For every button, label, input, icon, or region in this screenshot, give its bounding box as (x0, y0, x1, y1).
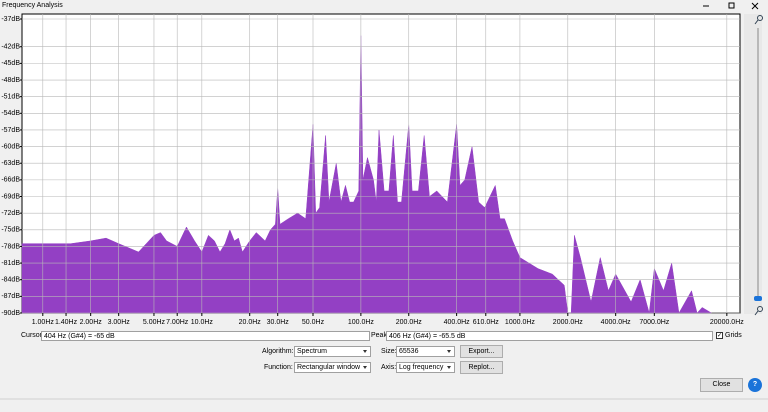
peak-field: 406 Hz (G#4) = -65.5 dB (386, 331, 713, 341)
function-select[interactable]: Rectangular window (294, 362, 371, 373)
x-tick-label: 3.00Hz (108, 319, 131, 326)
x-tick-label: 20000.0Hz (710, 319, 744, 326)
axis-label: Axis: (381, 364, 397, 371)
y-tick-label: -81dB (1, 260, 20, 267)
zoom-slider-thumb[interactable] (754, 296, 762, 301)
size-label: Size: (381, 348, 397, 355)
x-tick-label: 1000.0Hz (505, 319, 535, 326)
help-button[interactable]: ? (748, 378, 762, 392)
spectrum-area (21, 35, 713, 314)
y-tick-label: -84dB (1, 277, 20, 284)
y-tick-label: -42dB (1, 44, 20, 51)
spectrum-chart: -37dB -42dB -45dB -48dB -51dB -54dB -57dB -60dB… (1, 13, 744, 326)
x-tick-label: 2000.0Hz (553, 319, 583, 326)
y-tick-label: -54dB (1, 110, 20, 117)
y-tick-label: -63dB (1, 160, 20, 167)
zoom-out-icon[interactable] (754, 306, 763, 316)
x-tick-label: 30.0Hz (267, 319, 290, 326)
y-tick-label: -78dB (1, 243, 20, 250)
y-tick-label: -87dB (1, 293, 20, 300)
algorithm-select[interactable]: Spectrum (294, 346, 371, 357)
algorithm-label: Algorithm: (262, 348, 294, 355)
close-window-button[interactable] (751, 2, 759, 10)
export-button[interactable]: Export... (460, 345, 503, 358)
x-tick-label: 610.0Hz (473, 319, 500, 326)
y-tick-label: -48dB (1, 77, 20, 84)
grids-label: Grids (725, 332, 742, 339)
y-tick-label: -51dB (1, 93, 20, 100)
y-tick-label: -75dB (1, 227, 20, 234)
size-select[interactable]: 65536 (396, 346, 455, 357)
grids-checkbox[interactable]: ✓ (716, 332, 723, 339)
y-tick-label: -60dB (1, 143, 20, 150)
y-tick-label: -90dB (1, 310, 20, 317)
x-tick-label: 10.0Hz (191, 319, 214, 326)
y-tick-label: -66dB (1, 177, 20, 184)
x-tick-label: 1.00Hz (32, 319, 55, 326)
zoom-panel (744, 14, 762, 314)
y-tick-label: -45dB (1, 60, 20, 67)
cursor-label: Cursor: (21, 332, 44, 339)
y-tick-label: -37dB (1, 16, 20, 23)
x-tick-label: 100.0Hz (348, 319, 375, 326)
maximize-button[interactable] (728, 2, 735, 9)
x-tick-label: 400.0Hz (444, 319, 471, 326)
y-tick-label: -72dB (1, 210, 20, 217)
axis-select[interactable]: Log frequency (396, 362, 455, 373)
x-tick-label: 200.0Hz (396, 319, 423, 326)
window-title: Frequency Analysis (2, 2, 63, 9)
x-tick-label: 5.00Hz (143, 319, 166, 326)
x-tick-label: 20.0Hz (239, 319, 262, 326)
x-tick-label: 2.00Hz (80, 319, 103, 326)
cursor-field: 404 Hz (G#4) = -65 dB (41, 331, 370, 341)
x-tick-label: 4000.0Hz (601, 319, 631, 326)
y-tick-label: -69dB (1, 193, 20, 200)
x-tick-label: 50.0Hz (302, 319, 325, 326)
function-label: Function: (264, 364, 293, 371)
close-button[interactable]: Close (700, 378, 743, 392)
zoom-in-icon[interactable] (754, 15, 763, 25)
peak-label: Peak: (371, 332, 389, 339)
x-tick-label: 1.40Hz (55, 319, 78, 326)
replot-button[interactable]: Replot... (460, 361, 503, 374)
x-tick-label: 7.00Hz (166, 319, 189, 326)
x-tick-label: 7000.0Hz (639, 319, 669, 326)
y-tick-label: -57dB (1, 127, 20, 134)
